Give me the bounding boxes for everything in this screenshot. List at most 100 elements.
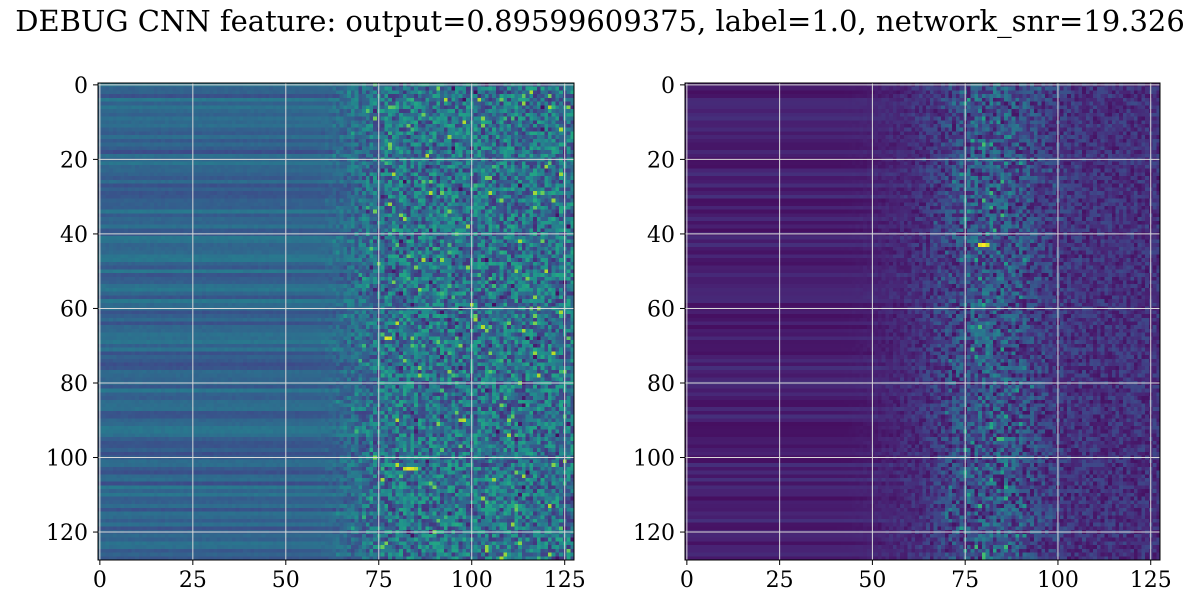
heatmap-cell xyxy=(146,180,150,184)
heatmap-cell xyxy=(414,191,418,195)
heatmap-cell xyxy=(396,98,400,102)
heatmap-cell xyxy=(418,191,422,195)
heatmap-cell xyxy=(131,117,135,121)
heatmap-cell xyxy=(176,202,180,206)
heatmap-cell xyxy=(239,165,243,169)
heatmap-cell xyxy=(117,120,121,124)
heatmap-cell xyxy=(154,124,158,128)
heatmap-cell xyxy=(247,184,251,188)
heatmap-cell xyxy=(425,187,429,191)
heatmap-cell xyxy=(381,135,385,139)
heatmap-cell xyxy=(355,165,359,169)
heatmap-cell xyxy=(325,109,329,113)
heatmap-cell xyxy=(303,184,307,188)
heatmap-cell xyxy=(552,139,556,143)
heatmap-cell xyxy=(444,120,448,124)
heatmap-cell xyxy=(146,154,150,158)
heatmap-cell xyxy=(392,87,396,91)
heatmap-cell xyxy=(481,221,485,225)
heatmap-cell xyxy=(202,169,206,173)
heatmap-cell xyxy=(526,90,530,94)
heatmap-cell xyxy=(541,191,545,195)
heatmap-cell xyxy=(425,195,429,199)
heatmap-cell xyxy=(139,94,143,98)
heatmap-cell xyxy=(418,143,422,147)
heatmap-cell xyxy=(555,176,559,180)
heatmap-cell xyxy=(254,206,258,210)
heatmap-cell xyxy=(228,202,232,206)
heatmap-cell xyxy=(548,169,552,173)
heatmap-cell xyxy=(500,128,504,132)
heatmap-cell xyxy=(124,146,128,150)
heatmap-cell xyxy=(358,131,362,135)
heatmap-cell xyxy=(291,213,295,217)
heatmap-cell xyxy=(343,191,347,195)
heatmap-cell xyxy=(295,113,299,117)
heatmap-cell xyxy=(481,131,485,135)
heatmap-cell xyxy=(206,225,210,229)
heatmap-cell xyxy=(425,225,429,229)
heatmap-cell xyxy=(210,94,214,98)
heatmap-cell xyxy=(224,206,228,210)
heatmap-cell xyxy=(533,117,537,121)
heatmap-cell xyxy=(198,191,202,195)
heatmap-cell xyxy=(418,135,422,139)
heatmap-cell xyxy=(128,217,132,221)
heatmap-cell xyxy=(403,87,407,91)
heatmap-cell xyxy=(544,161,548,165)
heatmap-cell xyxy=(124,117,128,121)
heatmap-cell xyxy=(161,98,165,102)
heatmap-cell xyxy=(418,199,422,203)
heatmap-cell xyxy=(507,191,511,195)
heatmap-cell xyxy=(343,131,347,135)
heatmap-cell xyxy=(343,109,347,113)
heatmap-cell xyxy=(299,213,303,217)
heatmap-cell xyxy=(459,195,463,199)
heatmap-cell xyxy=(418,225,422,229)
heatmap-cell xyxy=(429,128,433,132)
heatmap-cell xyxy=(373,191,377,195)
heatmap-cell xyxy=(232,102,236,106)
heatmap-cell xyxy=(414,206,418,210)
heatmap-cell xyxy=(113,225,117,229)
heatmap-cell xyxy=(198,225,202,229)
heatmap-cell xyxy=(306,176,310,180)
heatmap-cell xyxy=(340,225,344,229)
heatmap-cell xyxy=(533,213,537,217)
heatmap-cell xyxy=(228,90,232,94)
heatmap-cell xyxy=(154,176,158,180)
heatmap-cell xyxy=(224,87,228,91)
heatmap-cell xyxy=(507,195,511,199)
heatmap-cell xyxy=(161,135,165,139)
heatmap-cell xyxy=(366,128,370,132)
heatmap-cell xyxy=(403,180,407,184)
heatmap-cell xyxy=(269,199,273,203)
heatmap-cell xyxy=(314,187,318,191)
heatmap-cell xyxy=(518,109,522,113)
heatmap-cell xyxy=(217,169,221,173)
heatmap-cell xyxy=(120,184,124,188)
heatmap-cell xyxy=(184,210,188,214)
heatmap-cell xyxy=(102,217,106,221)
heatmap-cell xyxy=(262,143,266,147)
heatmap-cell xyxy=(139,206,143,210)
heatmap-cell xyxy=(232,109,236,113)
heatmap-cell xyxy=(407,180,411,184)
heatmap-cell xyxy=(243,135,247,139)
heatmap-cell xyxy=(477,217,481,221)
heatmap-cell xyxy=(444,131,448,135)
heatmap-cell xyxy=(388,117,392,121)
heatmap-cell xyxy=(280,176,284,180)
heatmap-cell xyxy=(407,98,411,102)
heatmap-cell xyxy=(332,143,336,147)
heatmap-cell xyxy=(414,94,418,98)
heatmap-cell xyxy=(529,161,533,165)
heatmap-cell xyxy=(306,165,310,169)
heatmap-cell xyxy=(492,187,496,191)
heatmap-cell xyxy=(150,120,154,124)
heatmap-cell xyxy=(559,128,563,132)
heatmap-cell xyxy=(135,199,139,203)
heatmap-cell xyxy=(552,169,556,173)
heatmap-cell xyxy=(462,195,466,199)
heatmap-cell xyxy=(529,131,533,135)
